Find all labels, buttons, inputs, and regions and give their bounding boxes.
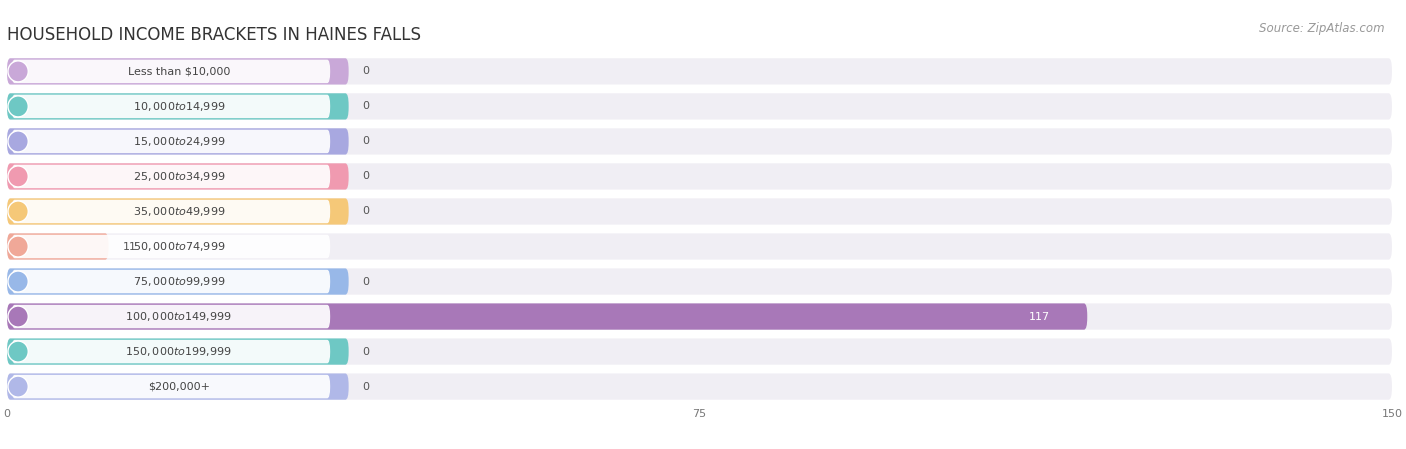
Text: 0: 0 [363,66,370,76]
Text: 0: 0 [363,382,370,392]
FancyBboxPatch shape [7,339,349,365]
FancyBboxPatch shape [7,339,1392,365]
Text: $50,000 to $74,999: $50,000 to $74,999 [132,240,225,253]
FancyBboxPatch shape [7,233,1392,260]
FancyBboxPatch shape [11,235,330,258]
Ellipse shape [8,271,28,292]
Text: 0: 0 [363,277,370,286]
Text: $200,000+: $200,000+ [148,382,209,392]
Text: 0: 0 [363,347,370,357]
FancyBboxPatch shape [7,198,1392,224]
FancyBboxPatch shape [11,130,330,153]
FancyBboxPatch shape [11,305,330,328]
FancyBboxPatch shape [11,60,330,83]
Text: $35,000 to $49,999: $35,000 to $49,999 [132,205,225,218]
FancyBboxPatch shape [7,269,1392,295]
Text: $100,000 to $149,999: $100,000 to $149,999 [125,310,232,323]
FancyBboxPatch shape [11,340,330,363]
FancyBboxPatch shape [7,128,1392,154]
FancyBboxPatch shape [11,200,330,223]
Ellipse shape [8,166,28,187]
Text: Source: ZipAtlas.com: Source: ZipAtlas.com [1260,22,1385,35]
FancyBboxPatch shape [11,375,330,398]
Ellipse shape [8,306,28,327]
Text: HOUSEHOLD INCOME BRACKETS IN HAINES FALLS: HOUSEHOLD INCOME BRACKETS IN HAINES FALL… [7,26,420,44]
Text: 0: 0 [363,207,370,216]
FancyBboxPatch shape [7,128,349,154]
FancyBboxPatch shape [7,198,349,224]
FancyBboxPatch shape [7,233,108,260]
FancyBboxPatch shape [7,58,349,84]
Text: 0: 0 [363,101,370,111]
Ellipse shape [8,131,28,152]
Text: $25,000 to $34,999: $25,000 to $34,999 [132,170,225,183]
FancyBboxPatch shape [7,304,1087,330]
Text: 11: 11 [122,242,136,251]
Ellipse shape [8,376,28,397]
Ellipse shape [8,96,28,117]
FancyBboxPatch shape [7,93,1392,119]
Text: 0: 0 [363,136,370,146]
FancyBboxPatch shape [7,163,1392,189]
Text: $10,000 to $14,999: $10,000 to $14,999 [132,100,225,113]
Ellipse shape [8,236,28,257]
FancyBboxPatch shape [7,163,349,189]
Text: $75,000 to $99,999: $75,000 to $99,999 [132,275,225,288]
FancyBboxPatch shape [11,270,330,293]
FancyBboxPatch shape [7,269,349,295]
FancyBboxPatch shape [7,374,349,400]
Text: Less than $10,000: Less than $10,000 [128,66,231,76]
Text: $150,000 to $199,999: $150,000 to $199,999 [125,345,232,358]
FancyBboxPatch shape [7,374,1392,400]
Text: 117: 117 [1029,312,1050,321]
FancyBboxPatch shape [11,95,330,118]
FancyBboxPatch shape [7,93,349,119]
Ellipse shape [8,341,28,362]
FancyBboxPatch shape [11,165,330,188]
FancyBboxPatch shape [7,58,1392,84]
Ellipse shape [8,201,28,222]
Text: 0: 0 [363,172,370,181]
Ellipse shape [8,61,28,82]
Text: $15,000 to $24,999: $15,000 to $24,999 [132,135,225,148]
FancyBboxPatch shape [7,304,1392,330]
